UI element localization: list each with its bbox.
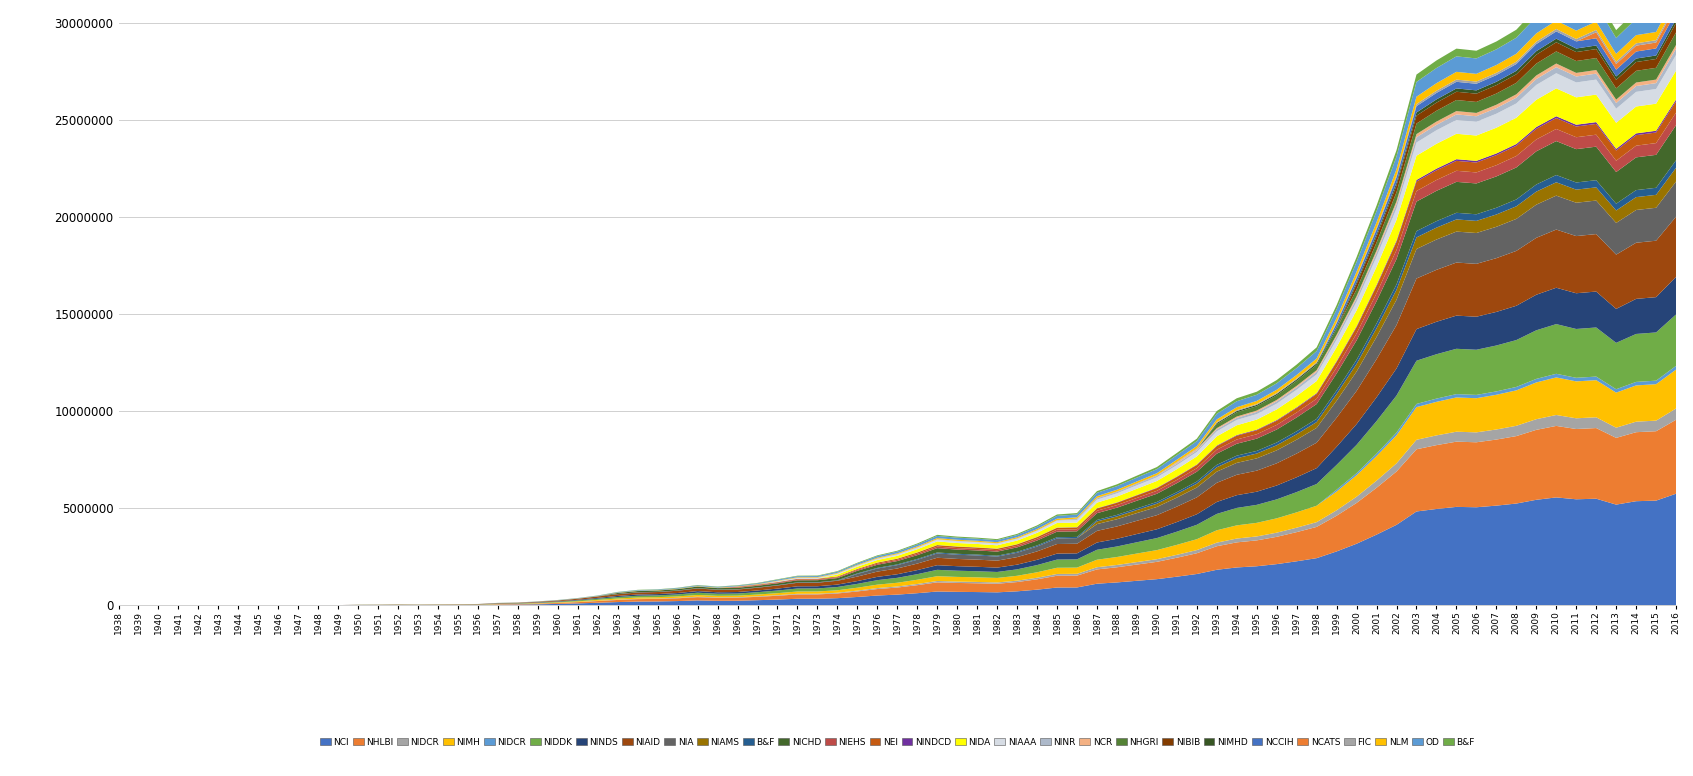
- Legend: NCI, NHLBI, NIDCR, NIMH, NIDCR, NIDDK, NINDS, NIAID, NIA, NIAMS, B&F, NICHD, NIE: NCI, NHLBI, NIDCR, NIMH, NIDCR, NIDDK, N…: [320, 738, 1475, 747]
